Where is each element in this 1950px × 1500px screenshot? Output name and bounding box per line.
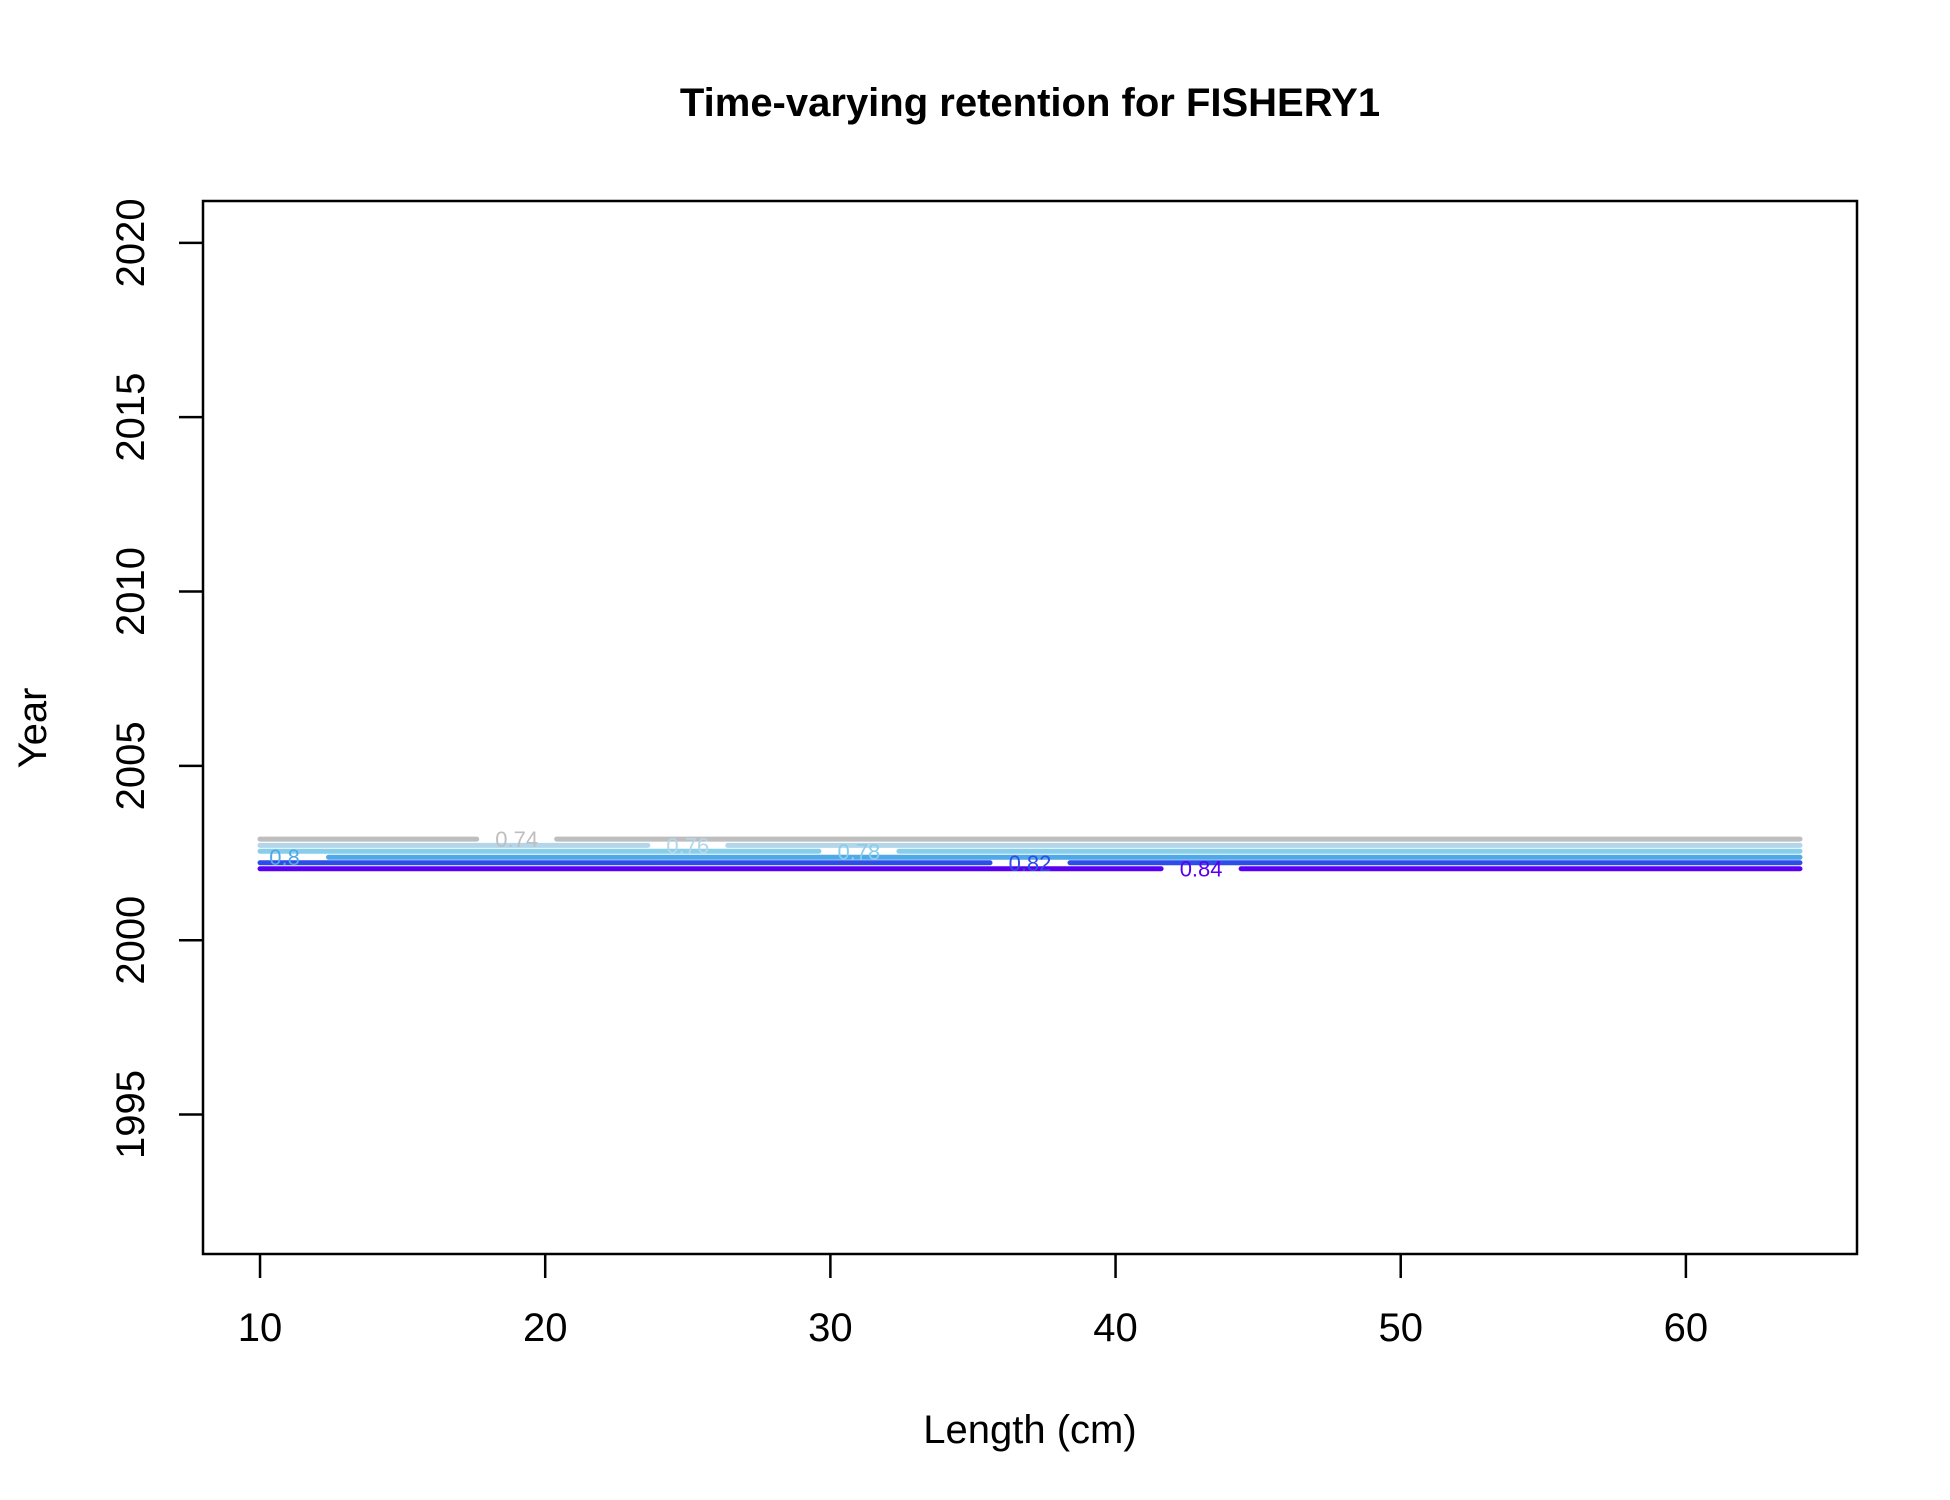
contour-labels: 0.74 0.76 0.78 0.8 0.82 0.84 (269, 827, 1222, 882)
y-tick-label: 1995 (109, 1070, 153, 1159)
x-axis: 10 20 30 40 50 60 (238, 1254, 1708, 1350)
x-axis-label: Length (cm) (923, 1408, 1136, 1452)
contour-label: 0.8 (269, 845, 300, 870)
y-axis: 1995 2000 2005 2010 2015 2020 (109, 198, 203, 1159)
contour-lines (257, 836, 1803, 872)
y-tick-label: 2010 (109, 547, 153, 636)
x-tick-label: 20 (523, 1306, 568, 1350)
contour-label: 0.78 (837, 839, 880, 864)
y-tick-label: 2020 (109, 198, 153, 287)
plot-frame (201, 199, 1859, 1256)
contour-label: 0.76 (666, 833, 709, 858)
x-tick-label: 50 (1378, 1306, 1423, 1350)
x-tick-label: 60 (1664, 1306, 1709, 1350)
y-tick-label: 2000 (109, 896, 153, 985)
contour-label: 0.84 (1180, 857, 1223, 882)
x-tick-label: 10 (238, 1306, 283, 1350)
y-tick-label: 2015 (109, 373, 153, 462)
y-tick-label: 2005 (109, 721, 153, 810)
y-axis-label: Year (11, 688, 55, 769)
contour-label: 0.74 (495, 827, 538, 852)
x-tick-label: 30 (808, 1306, 853, 1350)
contour-label: 0.82 (1009, 851, 1052, 876)
chart-title: Time-varying retention for FISHERY1 (680, 81, 1380, 125)
x-tick-label: 40 (1093, 1306, 1138, 1350)
